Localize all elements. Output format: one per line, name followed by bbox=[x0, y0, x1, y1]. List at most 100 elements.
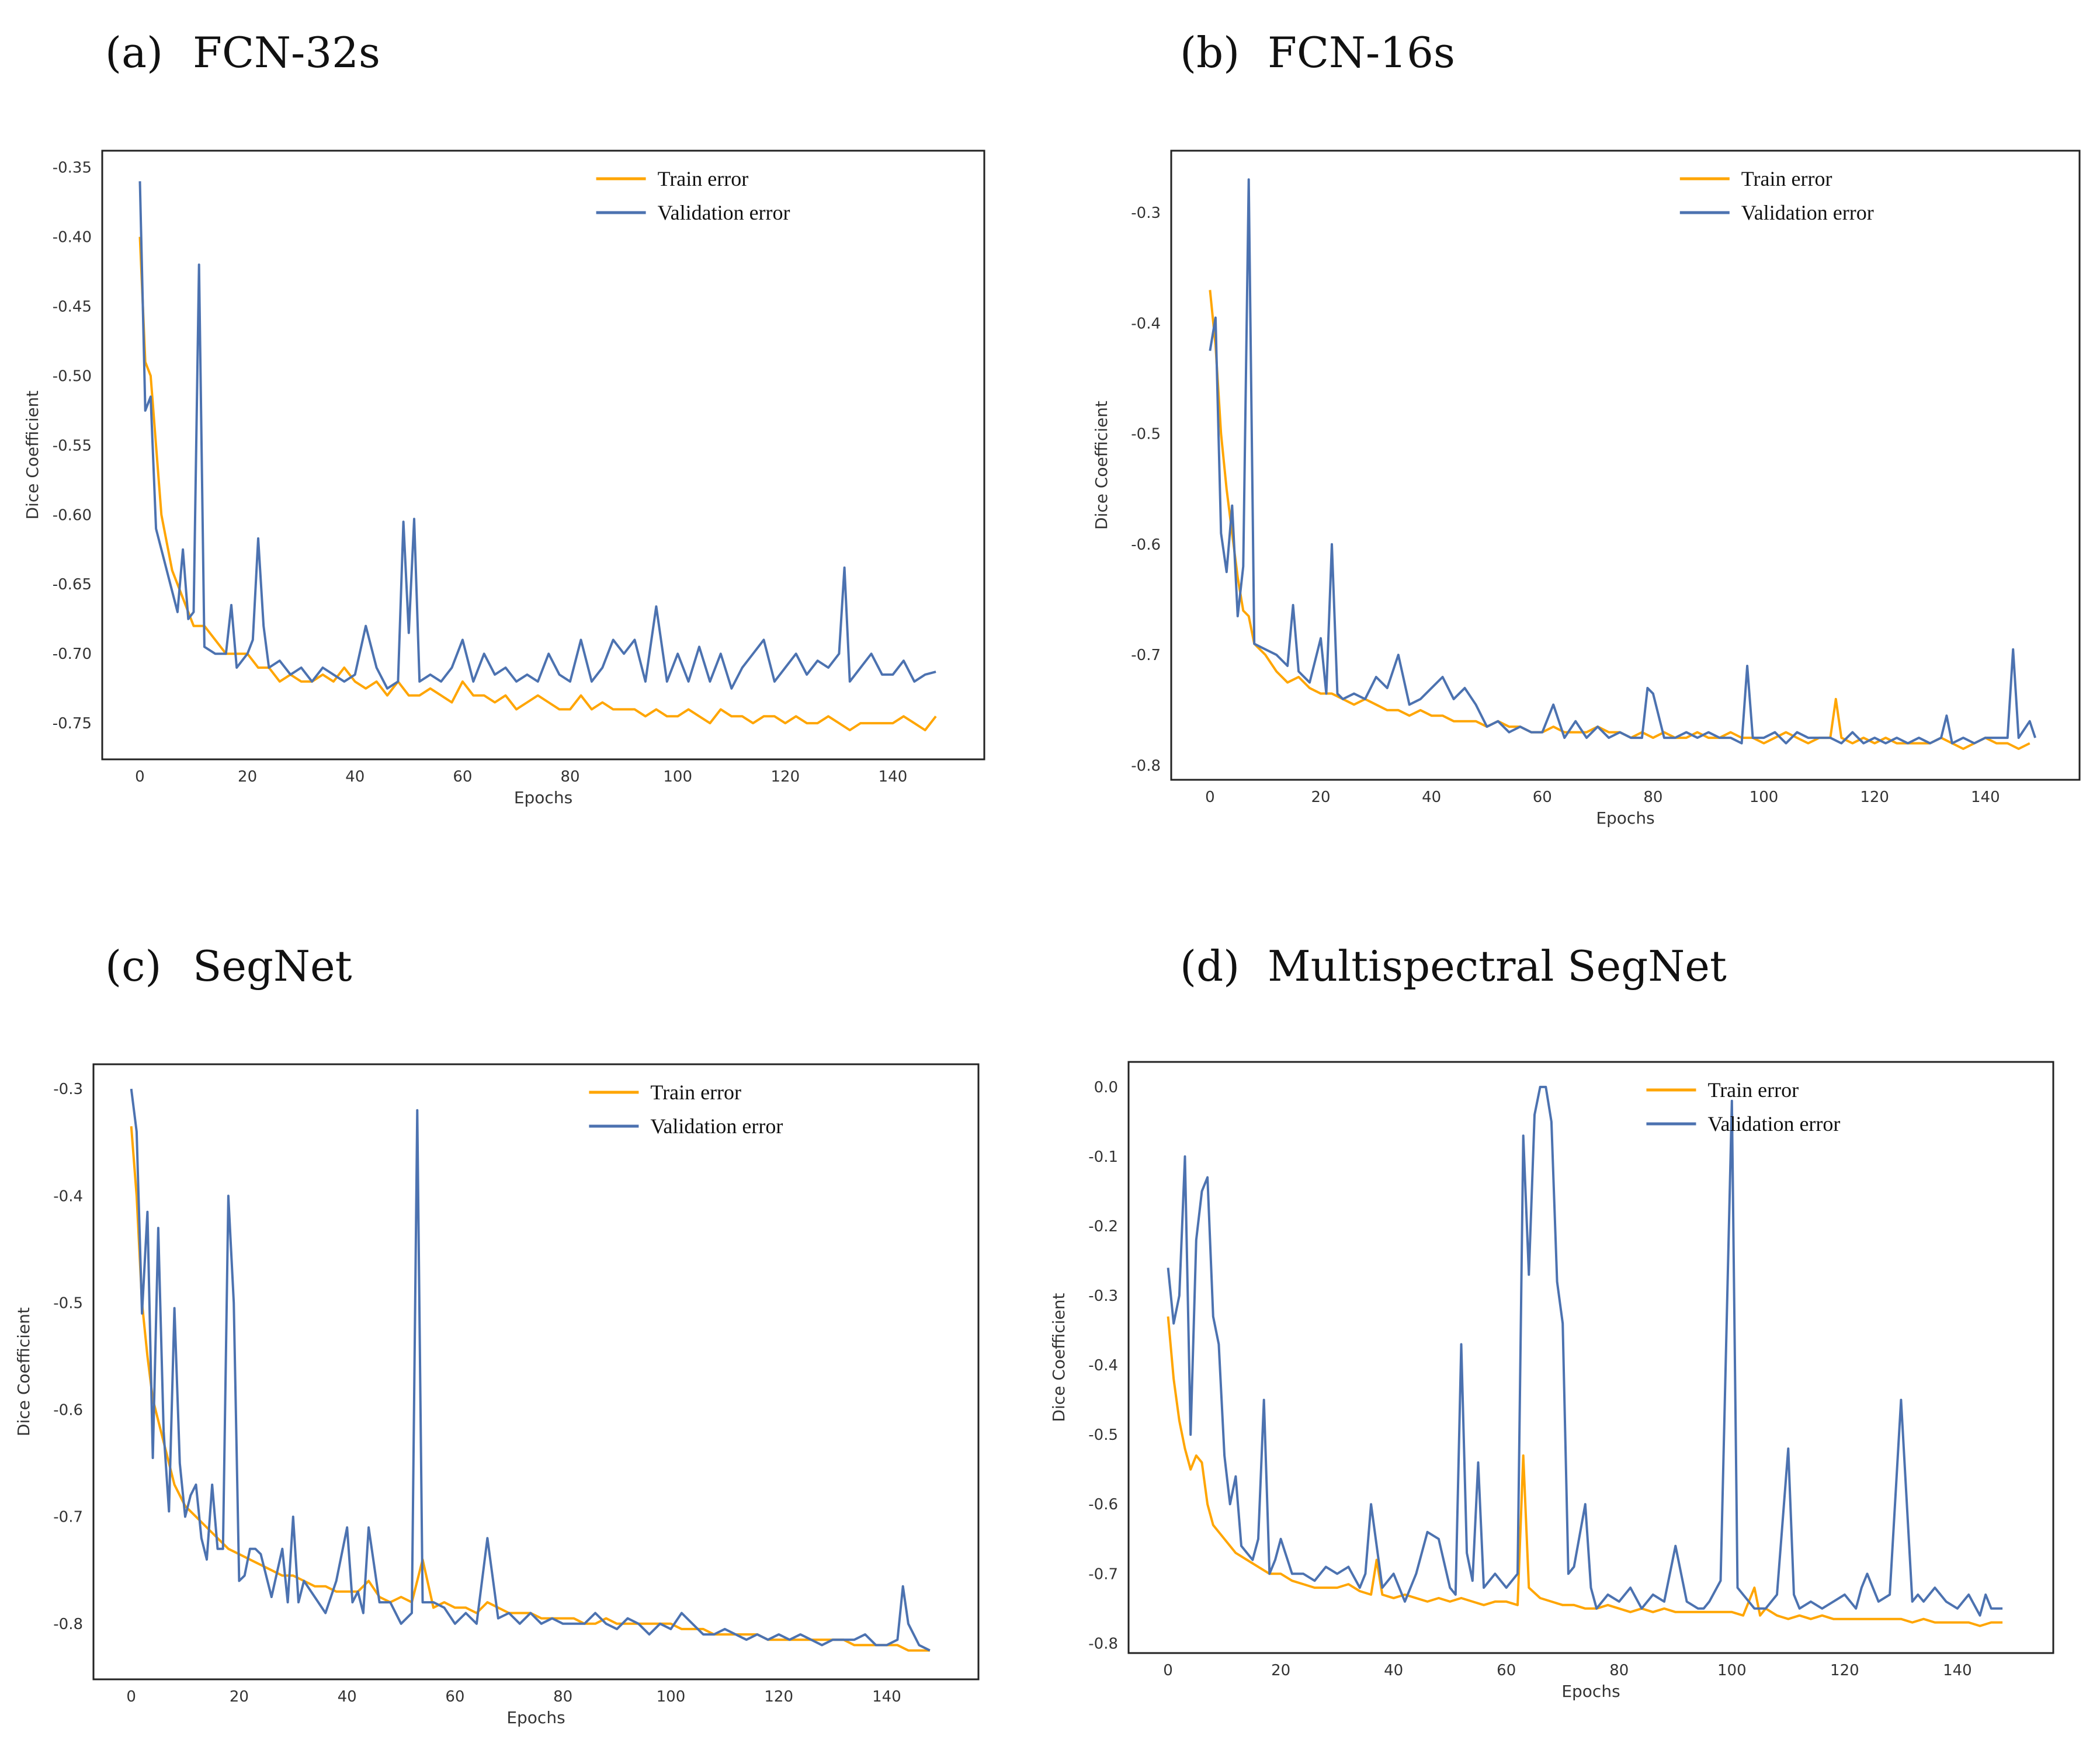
x-tick-label: 80 bbox=[1643, 789, 1662, 806]
plot-frame bbox=[1170, 150, 2081, 781]
legend-label-validation: Validation error bbox=[1741, 201, 1874, 224]
x-tick-label: 40 bbox=[1384, 1662, 1403, 1679]
y-tick-label: -0.3 bbox=[1088, 1287, 1118, 1305]
y-tick-label: -0.45 bbox=[53, 298, 92, 315]
y-tick-label: -0.7 bbox=[1131, 647, 1161, 664]
y-tick-label: -0.7 bbox=[53, 1509, 83, 1526]
y-tick-label: 0.0 bbox=[1094, 1079, 1118, 1096]
series-line-validation bbox=[1209, 178, 2036, 745]
y-tick-label: -0.6 bbox=[1088, 1496, 1118, 1513]
y-tick-label: -0.55 bbox=[53, 437, 92, 454]
plot-frame bbox=[101, 150, 985, 761]
x-tick-label: 140 bbox=[1943, 1662, 1972, 1679]
x-tick-label: 100 bbox=[663, 768, 692, 786]
x-tick-label: 120 bbox=[1860, 789, 1889, 806]
series-line-train bbox=[138, 237, 937, 731]
panel-label-d: (d) Multispectral SegNet bbox=[1180, 942, 1727, 991]
x-tick-label: 100 bbox=[1750, 789, 1779, 806]
y-tick-label: -0.65 bbox=[53, 576, 92, 593]
x-tick-label: 100 bbox=[1717, 1662, 1747, 1679]
y-axis-title: Dice Coefficient bbox=[1049, 1293, 1068, 1422]
y-tick-label: -0.6 bbox=[53, 1402, 83, 1419]
y-tick-label: -0.3 bbox=[53, 1081, 83, 1098]
y-tick-label: -0.40 bbox=[53, 228, 92, 246]
x-tick-label: 20 bbox=[238, 768, 257, 786]
x-tick-label: 60 bbox=[1533, 789, 1552, 806]
y-axis-title: Dice Coefficient bbox=[23, 390, 42, 519]
y-tick-label: -0.5 bbox=[1088, 1426, 1118, 1444]
plot-frame bbox=[1127, 1061, 2054, 1654]
series-line-validation bbox=[130, 1088, 931, 1652]
series-line-train bbox=[130, 1126, 930, 1652]
panel-label-b: (b) FCN-16s bbox=[1180, 28, 1455, 77]
x-axis-title: Epochs bbox=[1561, 1682, 1620, 1701]
y-tick-label: -0.6 bbox=[1131, 536, 1161, 554]
x-tick-label: 40 bbox=[338, 1688, 357, 1706]
x-tick-label: 20 bbox=[230, 1688, 249, 1706]
x-tick-label: 60 bbox=[453, 768, 472, 786]
y-tick-label: -0.75 bbox=[53, 715, 92, 732]
y-tick-label: -0.8 bbox=[1131, 757, 1161, 775]
x-tick-label: 20 bbox=[1311, 789, 1330, 806]
legend-label-train: Train error bbox=[650, 1081, 741, 1104]
y-tick-label: -0.5 bbox=[1131, 426, 1161, 443]
x-tick-label: 120 bbox=[1830, 1662, 1859, 1679]
x-tick-label: 140 bbox=[872, 1688, 901, 1706]
x-tick-label: 40 bbox=[1422, 789, 1441, 806]
y-tick-label: -0.3 bbox=[1131, 204, 1161, 222]
x-tick-label: 20 bbox=[1271, 1662, 1290, 1679]
x-tick-label: 140 bbox=[879, 768, 908, 786]
x-tick-label: 0 bbox=[1163, 1662, 1173, 1679]
x-tick-label: 80 bbox=[1609, 1662, 1629, 1679]
plot-frame bbox=[92, 1063, 980, 1680]
y-tick-label: -0.7 bbox=[1088, 1565, 1118, 1583]
panel-title: Multispectral SegNet bbox=[1268, 942, 1727, 991]
y-tick-label: -0.4 bbox=[53, 1188, 83, 1205]
panel-title: FCN-32s bbox=[193, 28, 380, 77]
x-axis-title: Epochs bbox=[506, 1708, 565, 1727]
y-axis-title: Dice Coefficient bbox=[14, 1307, 33, 1436]
x-tick-label: 40 bbox=[345, 768, 365, 786]
series-line-train bbox=[1209, 290, 2030, 750]
panel-letter: (d) bbox=[1180, 942, 1240, 991]
panel-letter: (a) bbox=[105, 28, 164, 77]
legend-label-train: Train error bbox=[658, 167, 749, 190]
x-tick-label: 60 bbox=[445, 1688, 464, 1706]
legend-label-train: Train error bbox=[1707, 1078, 1799, 1102]
x-tick-label: 0 bbox=[126, 1688, 136, 1706]
legend-label-validation: Validation error bbox=[658, 201, 790, 224]
series-line-train bbox=[1167, 1316, 2003, 1627]
x-tick-label: 60 bbox=[1497, 1662, 1516, 1679]
y-axis-title: Dice Coefficient bbox=[1092, 401, 1111, 530]
y-tick-label: -0.35 bbox=[53, 159, 92, 177]
x-axis-title: Epochs bbox=[514, 788, 572, 807]
x-tick-label: 120 bbox=[771, 768, 800, 786]
y-tick-label: -0.50 bbox=[53, 367, 92, 385]
legend-label-validation: Validation error bbox=[650, 1114, 783, 1138]
legend-label-validation: Validation error bbox=[1707, 1112, 1840, 1136]
y-tick-label: -0.8 bbox=[53, 1616, 83, 1633]
y-tick-label: -0.70 bbox=[53, 645, 92, 663]
x-tick-label: 140 bbox=[1971, 789, 2000, 806]
y-tick-label: -0.4 bbox=[1088, 1357, 1118, 1374]
x-tick-label: 120 bbox=[764, 1688, 793, 1706]
x-tick-label: 80 bbox=[560, 768, 579, 786]
x-tick-label: 0 bbox=[135, 768, 145, 786]
x-tick-label: 0 bbox=[1205, 789, 1215, 806]
y-tick-label: -0.8 bbox=[1088, 1635, 1118, 1652]
x-tick-label: 80 bbox=[553, 1688, 572, 1706]
panel-letter: (b) bbox=[1180, 28, 1240, 77]
y-tick-label: -0.4 bbox=[1131, 315, 1161, 332]
series-line-validation bbox=[1167, 1085, 2003, 1617]
x-tick-label: 100 bbox=[657, 1688, 686, 1706]
y-tick-label: -0.5 bbox=[53, 1294, 83, 1312]
panel-label-a: (a) FCN-32s bbox=[105, 28, 380, 77]
y-tick-label: -0.60 bbox=[53, 506, 92, 524]
panel-letter: (c) bbox=[105, 942, 162, 991]
panel-title: SegNet bbox=[193, 942, 352, 991]
series-line-validation bbox=[138, 181, 936, 690]
x-axis-title: Epochs bbox=[1596, 808, 1654, 828]
